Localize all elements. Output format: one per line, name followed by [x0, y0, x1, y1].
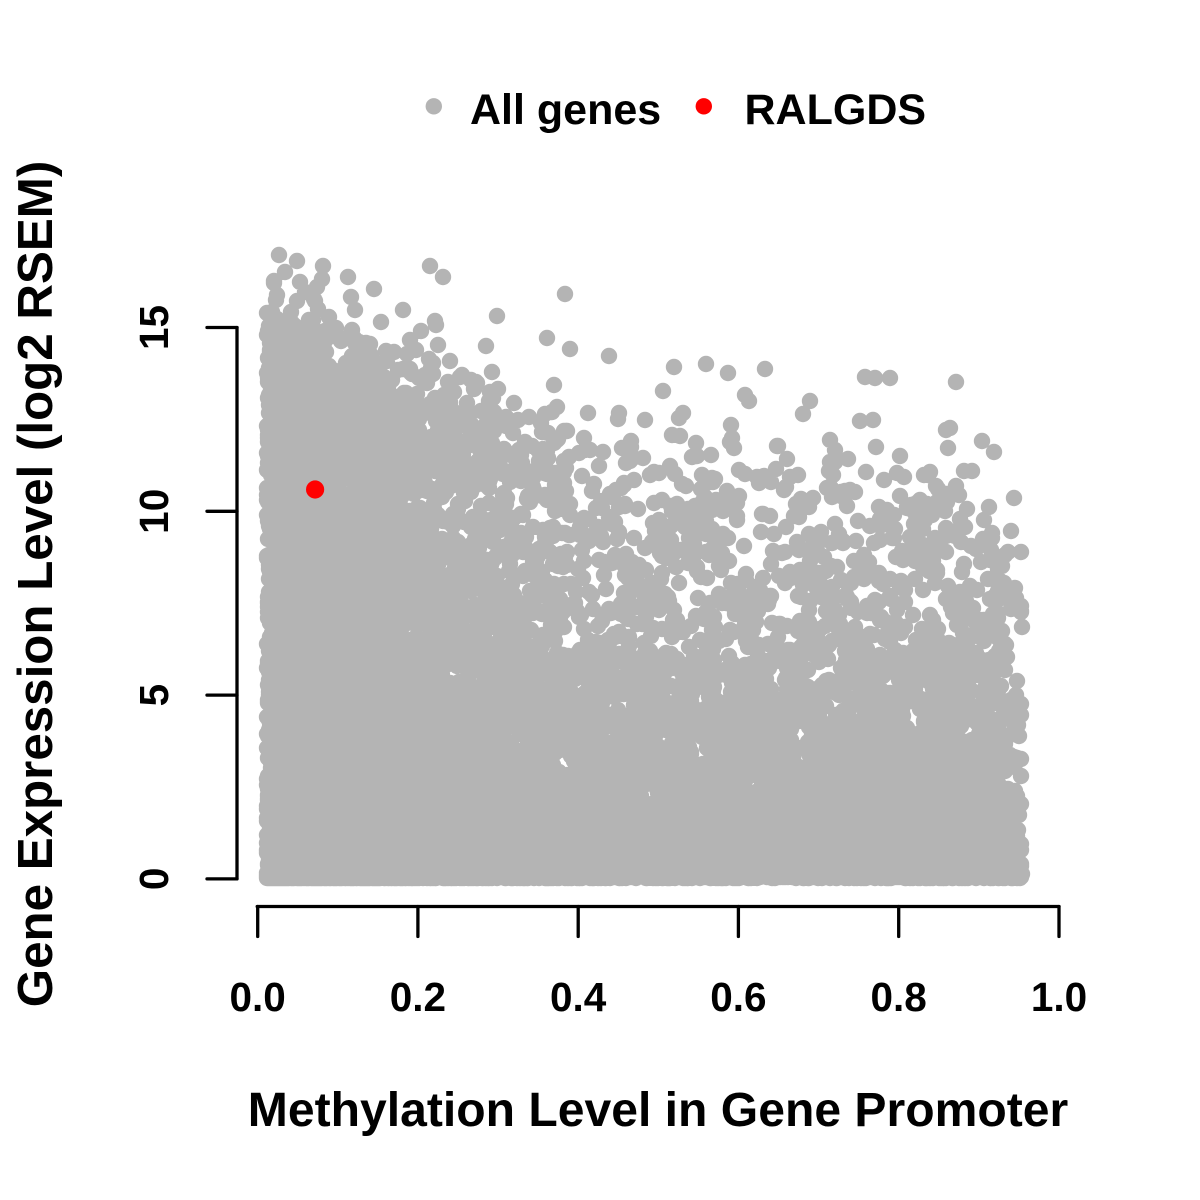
svg-text:Methylation Level in Gene Prom: Methylation Level in Gene Promoter [248, 1083, 1068, 1137]
svg-text:5: 5 [131, 684, 177, 707]
svg-text:0.0: 0.0 [230, 974, 286, 1020]
svg-text:15: 15 [131, 305, 177, 350]
svg-text:0.6: 0.6 [710, 974, 766, 1020]
svg-text:1.0: 1.0 [1031, 974, 1087, 1020]
svg-text:0.8: 0.8 [871, 974, 927, 1020]
svg-text:0.4: 0.4 [550, 974, 607, 1020]
svg-text:RALGDS: RALGDS [745, 86, 927, 134]
svg-text:0.2: 0.2 [390, 974, 446, 1020]
svg-text:Gene Expression Level (log2 RS: Gene Expression Level (log2 RSEM) [8, 161, 63, 1008]
svg-text:All genes: All genes [470, 86, 661, 134]
svg-text:0: 0 [131, 868, 177, 891]
svg-text:10: 10 [131, 489, 177, 534]
